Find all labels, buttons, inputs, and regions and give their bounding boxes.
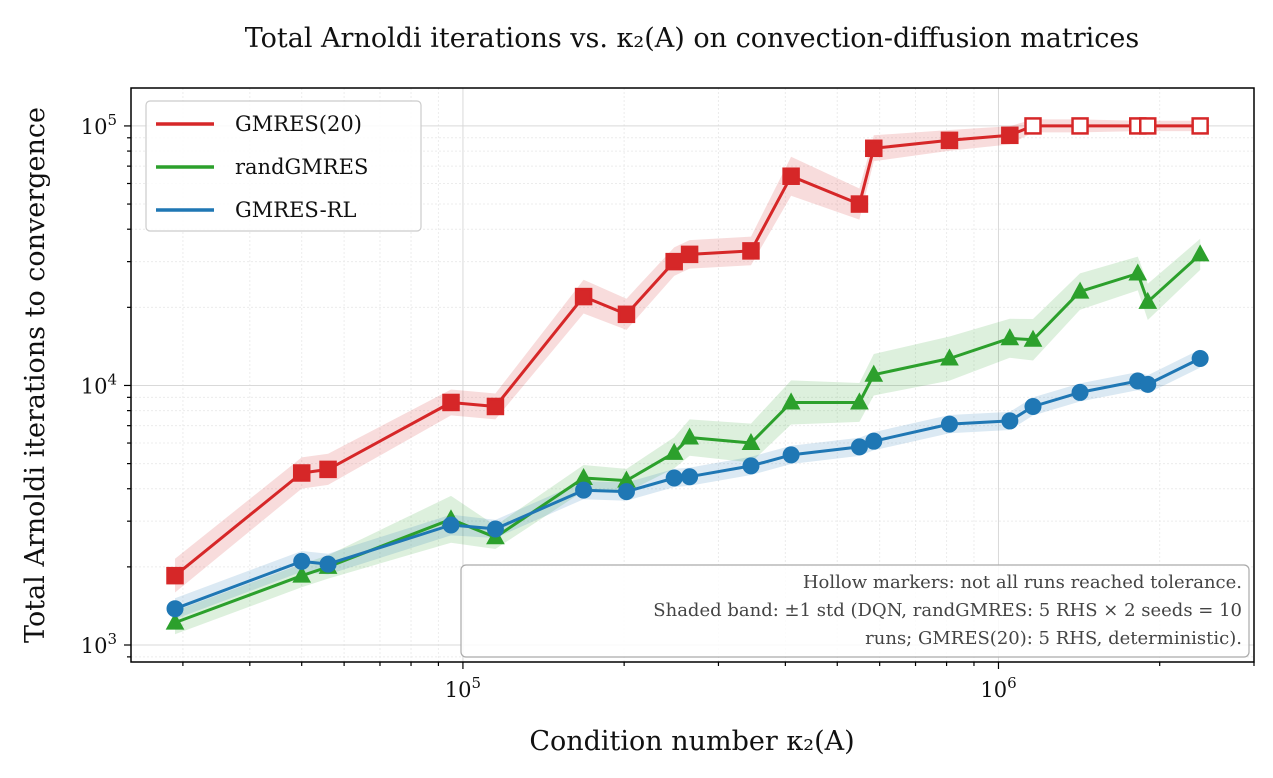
y-tick-label: 103 xyxy=(81,630,117,658)
marker-square xyxy=(166,566,184,585)
marker-square xyxy=(1139,117,1157,135)
legend-entry: randGMRES xyxy=(235,155,368,179)
marker-square xyxy=(680,245,699,264)
annotation-line: Shaded band: ±1 std (DQN, randGMRES: 5 R… xyxy=(653,600,1242,621)
marker-square xyxy=(850,195,869,213)
marker-circle xyxy=(486,520,504,538)
marker-triangle xyxy=(741,433,761,451)
x-tick-label: 106 xyxy=(980,674,1016,702)
legend-entry: GMRES-RL xyxy=(235,198,356,222)
marker-square xyxy=(1071,117,1089,135)
marker-square xyxy=(940,131,959,150)
marker-triangle xyxy=(1000,328,1020,346)
legend-box xyxy=(145,100,422,232)
marker-circle xyxy=(166,600,184,618)
marker-triangle xyxy=(1070,281,1090,299)
marker-circle xyxy=(1071,383,1089,401)
marker-triangle xyxy=(680,427,699,445)
annotation-frame xyxy=(460,564,1250,658)
marker-circle xyxy=(293,552,311,570)
marker-circle xyxy=(1139,375,1157,393)
marker-circle xyxy=(940,415,958,433)
marker-square xyxy=(486,397,505,416)
marker-square xyxy=(865,139,883,158)
x-tick-label: 105 xyxy=(445,674,481,702)
marker-circle xyxy=(665,469,683,487)
marker-triangle xyxy=(292,565,312,583)
marker-circle xyxy=(865,432,883,450)
marker-circle xyxy=(782,446,800,464)
marker-circle xyxy=(681,468,699,486)
marker-square xyxy=(292,464,311,482)
marker-circle xyxy=(1024,397,1042,415)
legend-entry: GMRES(20) xyxy=(235,112,362,136)
marker-circle xyxy=(319,555,337,573)
legend: GMRES(20) randGMRES GMRES-RL xyxy=(145,100,422,232)
marker-square xyxy=(1191,117,1209,135)
marker-square xyxy=(319,460,337,479)
marker-circle xyxy=(850,438,868,456)
marker-square xyxy=(782,167,800,185)
marker-circle xyxy=(617,483,635,501)
annotation-line: Hollow markers: not all runs reached tol… xyxy=(803,572,1242,593)
annotation-box: Hollow markers: not all runs reached tol… xyxy=(460,564,1250,658)
marker-square xyxy=(1024,117,1042,135)
marker-triangle xyxy=(664,442,684,460)
marker-triangle xyxy=(165,612,185,630)
series-markers xyxy=(165,117,1210,630)
marker-circle xyxy=(742,457,760,475)
y-tick-label: 104 xyxy=(81,370,117,398)
marker-square xyxy=(574,287,593,306)
marker-triangle xyxy=(864,364,884,382)
x-axis-label: Condition number κ₂(A) xyxy=(529,726,854,757)
marker-triangle xyxy=(1128,263,1148,281)
marker-triangle xyxy=(850,392,869,410)
marker-square xyxy=(742,242,760,260)
marker-square xyxy=(1001,126,1019,145)
y-tick-label: 105 xyxy=(81,111,117,139)
marker-circle xyxy=(575,481,593,499)
chart-title: Total Arnoldi iterations vs. κ₂(A) on co… xyxy=(245,23,1140,54)
marker-triangle xyxy=(940,348,959,366)
marker-triangle xyxy=(1023,329,1043,347)
marker-triangle xyxy=(781,392,801,410)
plot-frame xyxy=(130,87,1255,663)
marker-circle xyxy=(1001,412,1019,430)
y-axis-label: Total Arnoldi iterations to convergence xyxy=(20,107,51,643)
marker-circle xyxy=(1191,350,1209,368)
marker-square xyxy=(442,393,460,412)
marker-triangle xyxy=(1190,244,1210,262)
marker-square xyxy=(617,305,636,324)
marker-triangle xyxy=(1138,291,1158,309)
marker-square xyxy=(665,252,683,271)
marker-circle xyxy=(442,516,460,534)
y-axis-ticks: 103 104 105 xyxy=(81,111,131,658)
x-axis-ticks: 105 106 xyxy=(182,662,1255,702)
annotation-line: runs; GMRES(20): 5 RHS, deterministic). xyxy=(865,628,1242,649)
